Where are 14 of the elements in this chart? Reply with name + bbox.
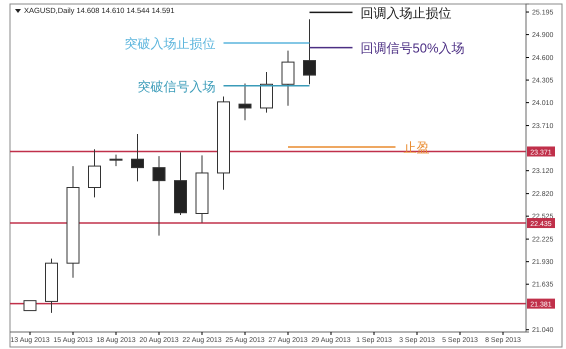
candlestick [152, 156, 166, 236]
series-label: 回调信号50%入场 [360, 40, 465, 56]
candlestick [110, 154, 122, 167]
series-label: 突破信号入场 [138, 78, 216, 94]
series-label: 止盈 [404, 140, 430, 155]
candlestick [282, 50, 294, 106]
candlestick [88, 148, 101, 198]
candlestick [260, 72, 273, 114]
candlestick [303, 18, 316, 85]
candlestick [238, 83, 252, 121]
candlestick [24, 300, 36, 312]
series-label: 突破入场止损位 [124, 36, 216, 51]
series-label: 回调入场止损位 [360, 5, 452, 20]
candlestick [131, 133, 144, 182]
